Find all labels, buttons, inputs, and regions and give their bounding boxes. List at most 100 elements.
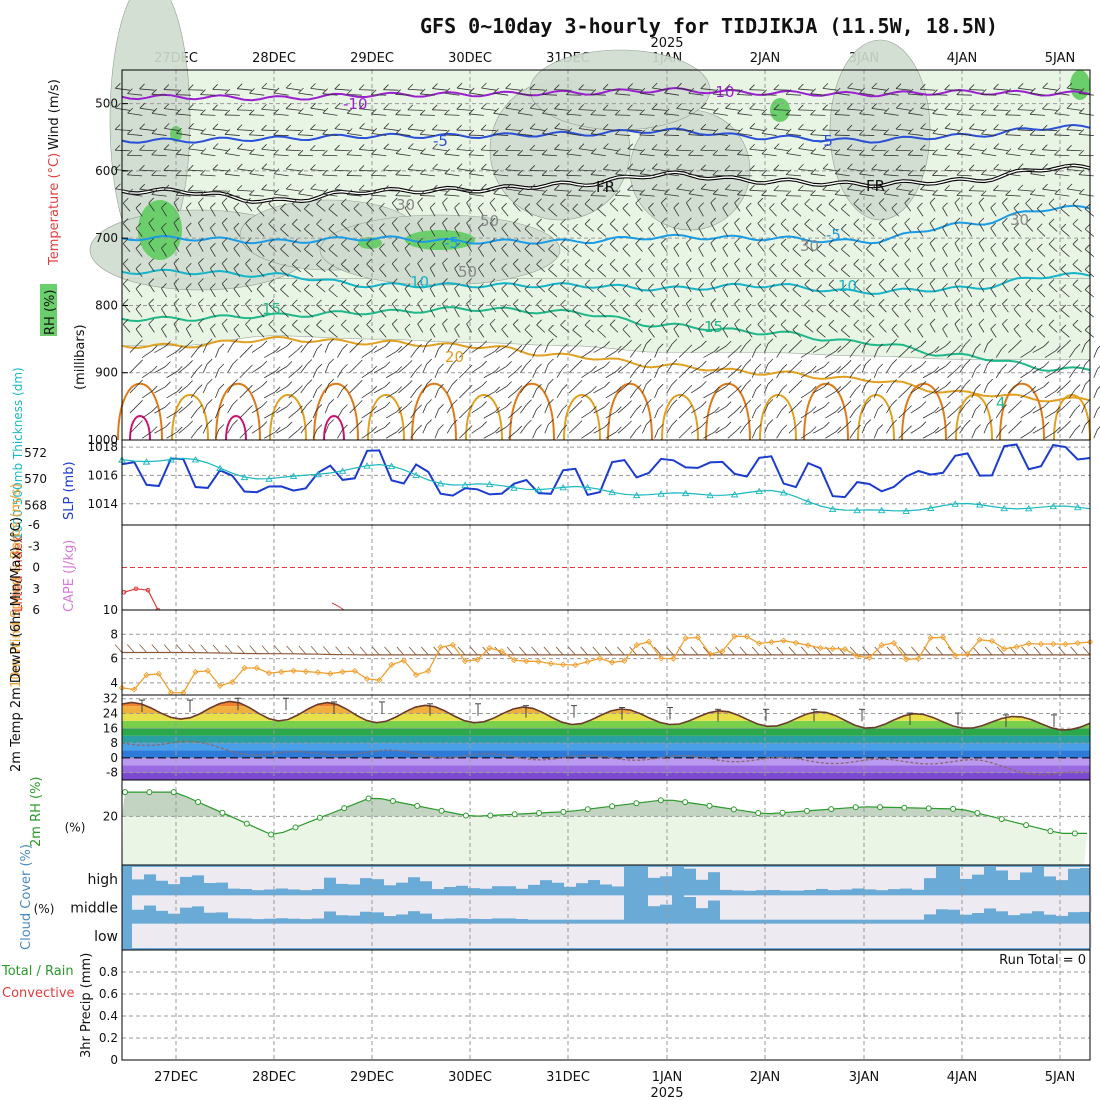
wind-barb bbox=[359, 108, 375, 111]
wind-barb-feather bbox=[165, 401, 171, 408]
wind-barb bbox=[780, 284, 790, 293]
wind-barb bbox=[1044, 370, 1056, 379]
wind-barb bbox=[629, 389, 637, 399]
wind-barb bbox=[648, 288, 655, 298]
wind-barb-feather bbox=[175, 148, 182, 155]
wind-barb-feather bbox=[942, 242, 948, 249]
cloud-clear-cell bbox=[192, 895, 204, 907]
wind-barb bbox=[1069, 348, 1076, 358]
wind-barb-feather bbox=[432, 83, 438, 89]
wind-barb bbox=[404, 288, 411, 298]
wind-barb-feather bbox=[316, 218, 322, 225]
wind-barb-feather bbox=[906, 405, 912, 411]
temp-band bbox=[122, 743, 1090, 751]
wind-barb bbox=[268, 203, 277, 212]
wind-barb bbox=[622, 288, 631, 298]
wind-barb-feather bbox=[866, 223, 872, 230]
wind-barb-feather bbox=[566, 108, 572, 115]
wind-barb-feather bbox=[505, 83, 511, 89]
wind-barb-feather bbox=[560, 279, 566, 285]
wind-barb bbox=[954, 222, 960, 232]
wind-barb-feather bbox=[379, 283, 385, 290]
wind-barb bbox=[597, 228, 607, 237]
cloud-clear-cell bbox=[840, 895, 852, 920]
wind-barb bbox=[676, 149, 692, 152]
wind-barb bbox=[1042, 188, 1058, 192]
wind-barb-feather bbox=[548, 243, 554, 250]
wind-barb-feather bbox=[773, 143, 780, 149]
wind-barb-feather bbox=[904, 278, 910, 285]
wind-barb-feather bbox=[584, 218, 591, 225]
wind-barb bbox=[410, 349, 417, 358]
wind-barb-feather bbox=[878, 198, 885, 204]
wind-barb-feather bbox=[978, 298, 985, 304]
wind-barb bbox=[524, 208, 533, 217]
wind-barb-feather bbox=[560, 299, 566, 306]
precip-tick-label: 0.4 bbox=[99, 1009, 118, 1023]
wind-barb bbox=[478, 248, 485, 257]
wind-barb-feather bbox=[517, 128, 524, 135]
wind-barb-10m bbox=[702, 646, 711, 656]
wind-barb bbox=[642, 343, 647, 353]
wind-barb-feather bbox=[816, 203, 822, 210]
thickness-marker bbox=[730, 490, 739, 498]
wind-barb bbox=[398, 344, 408, 353]
wind-barb-feather bbox=[734, 258, 740, 264]
wind-barb bbox=[652, 188, 667, 192]
wind-barb-feather bbox=[804, 218, 810, 225]
wind-barb-feather bbox=[127, 107, 133, 114]
cloud-clear-cell bbox=[156, 867, 168, 881]
wind-barb bbox=[341, 223, 350, 232]
wind-barb bbox=[995, 389, 1002, 399]
wind-barb-feather bbox=[432, 163, 438, 170]
wind-barb bbox=[456, 108, 472, 111]
wind-barb bbox=[745, 328, 753, 338]
wind-barb-feather bbox=[489, 278, 496, 285]
rh2m-marker bbox=[998, 816, 1005, 823]
wind-barb-feather bbox=[468, 168, 475, 175]
wind-barb-feather bbox=[965, 379, 971, 385]
wind-barb-10m bbox=[972, 646, 981, 656]
thickness-marker bbox=[1049, 502, 1058, 510]
wind-barb-feather bbox=[286, 361, 293, 367]
wind-barb bbox=[929, 263, 936, 273]
wind-barb bbox=[947, 430, 957, 439]
wind-barb bbox=[853, 223, 863, 232]
wind-barb-feather bbox=[701, 360, 707, 367]
wind-barb-feather bbox=[920, 421, 927, 427]
wind-barb bbox=[1002, 263, 1009, 273]
wind-barb bbox=[190, 369, 198, 378]
wind-barb bbox=[379, 329, 387, 338]
wind-barb bbox=[751, 389, 757, 399]
wind-barb bbox=[141, 390, 153, 399]
wind-barb-feather bbox=[151, 108, 158, 114]
wind-barb-feather bbox=[823, 401, 830, 408]
wind-barb-feather bbox=[737, 128, 743, 134]
wind-barb bbox=[249, 92, 265, 96]
wind-barb-feather bbox=[1036, 203, 1043, 209]
wind-barb-feather bbox=[334, 164, 340, 171]
wind-barb-feather bbox=[233, 323, 240, 330]
cloud-clear-cell bbox=[456, 923, 468, 948]
wind-barb bbox=[713, 193, 728, 197]
cloud-clear-cell bbox=[960, 867, 972, 879]
wind-barb-10m bbox=[531, 646, 539, 656]
wind-barb bbox=[245, 223, 253, 232]
wind-barb bbox=[286, 168, 301, 172]
cloud-clear-cell bbox=[552, 895, 564, 920]
wind-barb bbox=[273, 113, 289, 116]
wind-barb bbox=[478, 288, 485, 298]
wind-barb bbox=[597, 309, 607, 318]
thickness-marker bbox=[534, 486, 543, 493]
wind-barb bbox=[617, 365, 627, 374]
precip-ylabel-b: Convective bbox=[2, 986, 75, 1001]
wind-barb bbox=[981, 174, 997, 177]
rh2m-marker bbox=[414, 802, 421, 809]
wind-barb bbox=[322, 193, 338, 197]
wind-barb bbox=[971, 389, 976, 399]
wind-barb-feather bbox=[404, 263, 411, 269]
rh2m-marker bbox=[316, 814, 323, 821]
wind-barb-feather bbox=[426, 358, 432, 365]
wind-barb-feather bbox=[576, 379, 583, 386]
